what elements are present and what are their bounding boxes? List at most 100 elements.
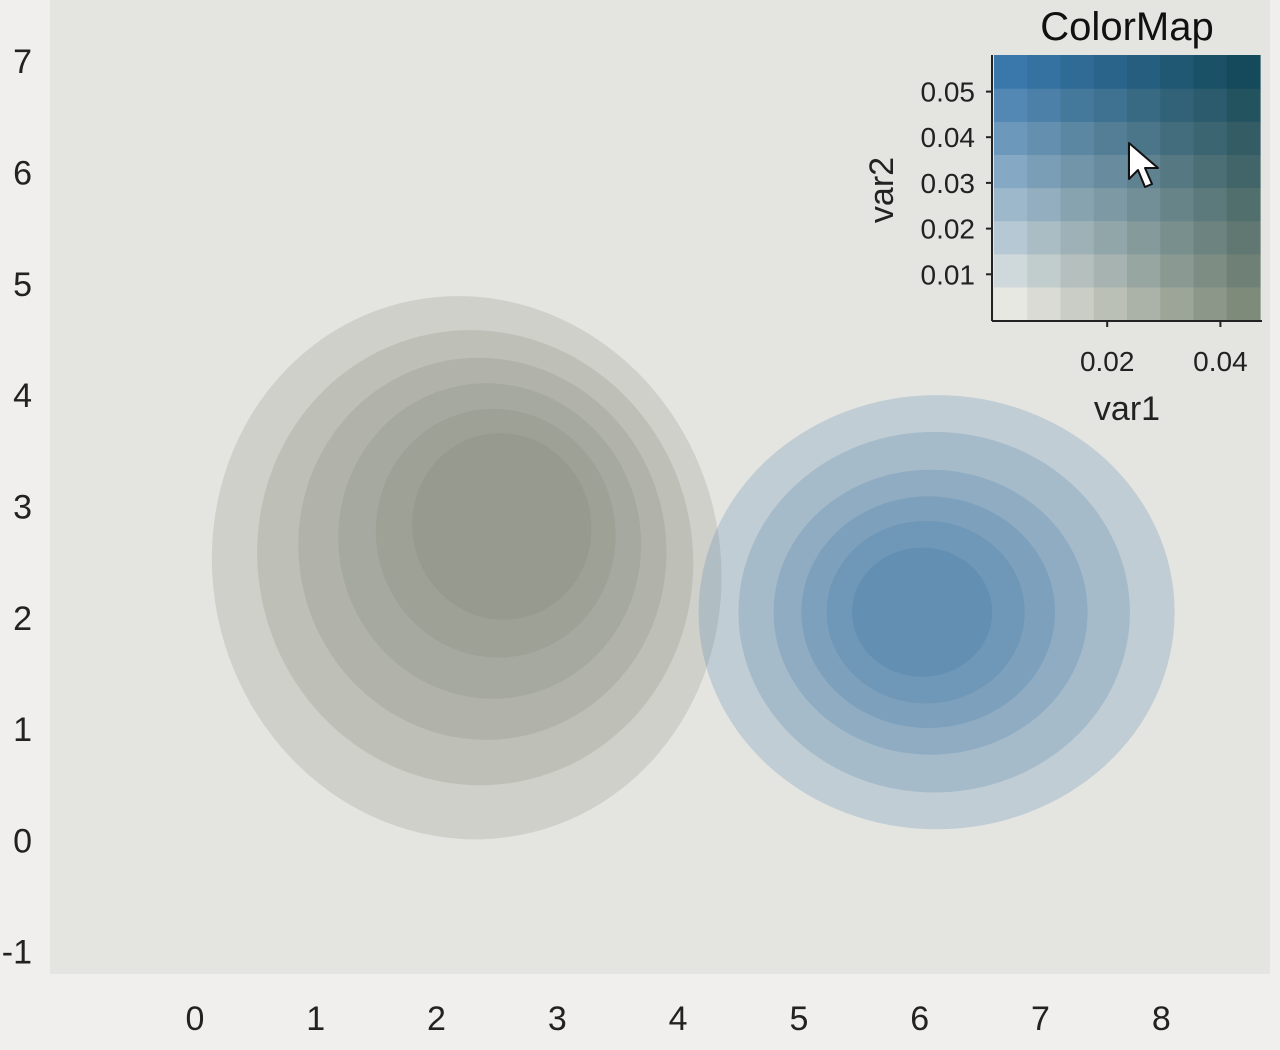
colormap-cell — [1226, 187, 1261, 222]
x-tick-label: 1 — [306, 1000, 325, 1038]
colormap-cell — [1060, 187, 1095, 222]
colormap-cell — [1160, 220, 1195, 255]
colormap-cell — [1027, 286, 1062, 321]
colormap-cell — [1060, 286, 1095, 321]
colormap-cell — [1193, 253, 1228, 288]
y-tick-label: 6 — [13, 155, 32, 193]
colormap-cell — [1226, 154, 1261, 189]
y-tick-label: 5 — [13, 266, 32, 304]
contour-level-1-4 — [338, 383, 642, 699]
colormap-cell — [1127, 154, 1161, 189]
colormap-cell — [1226, 121, 1261, 155]
colormap-cell — [1193, 88, 1228, 122]
contour-level-1-6 — [412, 433, 592, 620]
colormap-cell — [1226, 55, 1261, 89]
colormap-cell — [994, 121, 1028, 155]
colormap-cell — [1060, 253, 1095, 288]
contour-series-1 — [211, 296, 722, 840]
contour-level-2-6 — [852, 547, 993, 677]
colormap-x-tick-label: 0.02 — [1080, 346, 1135, 377]
colormap-cell — [1193, 220, 1228, 255]
contour-level-2-5 — [826, 520, 1025, 704]
colormap-cell — [994, 286, 1028, 321]
contour-level-1-1 — [211, 296, 722, 840]
contour-level-1-5 — [375, 408, 616, 658]
colormap-cell — [1127, 286, 1161, 321]
colormap-cell — [994, 55, 1028, 89]
colormap-x-tick-label: 0.04 — [1193, 346, 1248, 377]
x-tick-label: 7 — [1031, 1000, 1050, 1038]
y-tick-label: -1 — [2, 934, 32, 972]
colormap-cell — [1127, 220, 1161, 255]
colormap-cell — [1226, 220, 1261, 255]
contour-level-1-2 — [257, 330, 694, 786]
colormap-cell — [1060, 55, 1095, 89]
colormap-cell — [1027, 187, 1062, 222]
colormap-cell — [1160, 121, 1195, 155]
colormap-cell — [994, 88, 1028, 122]
colormap-title: ColorMap — [1040, 5, 1213, 49]
colormap-cell — [1093, 187, 1128, 222]
colormap-cell — [1160, 187, 1195, 222]
y-tick-label: 4 — [13, 377, 32, 415]
colormap-cell — [1193, 55, 1228, 89]
colormap-cell — [1127, 187, 1161, 222]
colormap-x-ticks: 0.02 0.04 — [1080, 321, 1248, 377]
colormap-y-ticks: 0.01 0.02 0.03 0.04 0.05 — [921, 77, 992, 290]
colormap-cell — [1027, 121, 1062, 155]
y-axis-ticks: -1 0 1 2 3 4 5 6 7 — [2, 43, 32, 972]
x-tick-label: 8 — [1152, 1000, 1171, 1038]
x-tick-label: 3 — [548, 1000, 567, 1038]
colormap-cell — [1193, 187, 1228, 222]
density-contours — [211, 296, 1175, 840]
x-tick-label: 2 — [427, 1000, 446, 1038]
colormap-y-tick-label: 0.05 — [921, 77, 976, 108]
y-tick-label: 7 — [13, 43, 32, 81]
colormap-cell — [1160, 286, 1195, 321]
colormap-cell — [994, 187, 1028, 222]
contour-level-2-2 — [738, 431, 1130, 793]
colormap-cell — [1127, 55, 1161, 89]
colormap-cell — [1093, 121, 1128, 155]
colormap-cell — [1093, 220, 1128, 255]
colormap-cell — [1127, 88, 1161, 122]
colormap-cell — [1060, 220, 1095, 255]
colormap-cell — [1027, 55, 1062, 89]
x-tick-label: 4 — [669, 1000, 688, 1038]
colormap-cell — [1226, 253, 1261, 288]
colormap-cell — [1093, 154, 1128, 189]
colormap-y-tick-label: 0.02 — [921, 214, 976, 245]
colormap-cell — [1127, 121, 1161, 155]
colormap-cell — [1027, 88, 1062, 122]
colormap-cell — [1193, 286, 1228, 321]
colormap-cell — [1160, 55, 1195, 89]
contour-level-1-3 — [298, 357, 667, 740]
colormap-cell — [1160, 88, 1195, 122]
colormap-xlabel: var1 — [1094, 390, 1160, 428]
x-tick-label: 6 — [910, 1000, 929, 1038]
colormap-cell — [1027, 253, 1062, 288]
colormap-y-tick-label: 0.04 — [921, 122, 976, 153]
y-tick-label: 2 — [13, 600, 32, 638]
colormap-cell — [1027, 220, 1062, 255]
colormap-cell — [1193, 121, 1228, 155]
x-tick-label: 5 — [789, 1000, 808, 1038]
colormap-y-tick-label: 0.01 — [921, 259, 976, 290]
colormap-cell — [1226, 286, 1261, 321]
colormap-cell — [1127, 253, 1161, 288]
colormap-y-tick-label: 0.03 — [921, 168, 976, 199]
colormap-cell — [1093, 55, 1128, 89]
colormap-cell — [1060, 121, 1095, 155]
colormap-cell — [1160, 154, 1195, 189]
colormap-cell — [1093, 253, 1128, 288]
colormap-cell — [994, 253, 1028, 288]
colormap-cell — [994, 220, 1028, 255]
colormap-cells — [994, 55, 1261, 321]
colormap-cell — [1093, 286, 1128, 321]
colormap-cell — [994, 154, 1028, 189]
colormap-cell — [1160, 253, 1195, 288]
colormap-cell — [1193, 154, 1228, 189]
colormap-cell — [1226, 88, 1261, 122]
